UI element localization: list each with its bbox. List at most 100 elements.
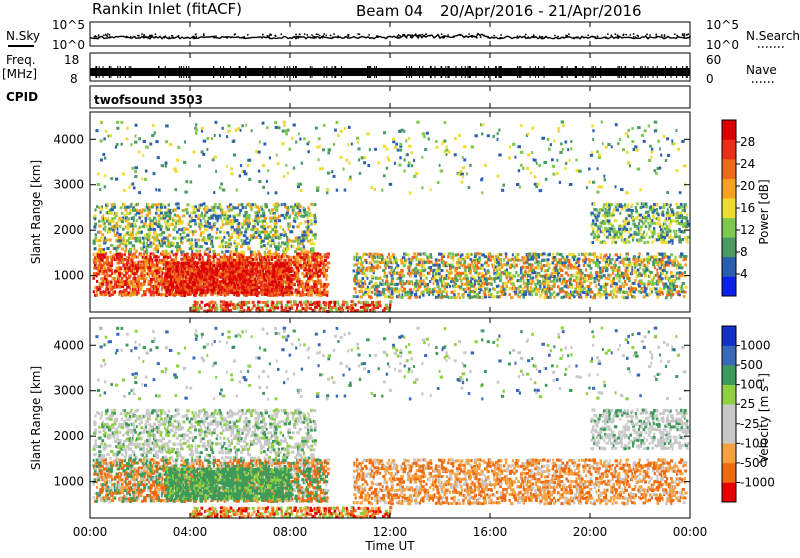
power-cell [268,280,271,283]
power-cell [149,206,152,209]
power-cell [563,280,565,283]
power-cell [96,239,99,242]
power-cell [408,296,411,299]
power-cell [155,212,157,215]
noise-search-point [655,35,657,37]
power-cell [151,258,153,261]
power-cell [609,261,612,264]
power-cell [429,266,432,269]
power-cell [403,274,406,277]
power-cell [259,236,261,239]
power-cell [459,296,461,299]
power-cell [609,259,611,262]
power-cell [266,222,268,225]
power-cell [120,267,122,270]
power-cell [634,296,636,299]
power-cell [560,274,563,277]
power-cell [202,256,204,259]
power-cell [289,223,291,226]
power-cell [522,287,525,290]
power-cell [306,253,309,256]
power-cell [549,253,551,256]
noise-search-point [544,37,546,39]
power-cell [391,266,393,269]
power-cell [583,264,585,267]
power-cell [385,267,387,270]
power-cell [114,290,116,293]
power-cell [468,266,471,269]
power-cell [474,255,477,258]
noise-search-point [472,36,474,38]
power-cell [297,214,299,217]
power-cell [314,203,316,206]
power-cell [260,262,263,265]
power-cell [613,288,616,291]
power-cell [304,220,306,223]
power-cell [182,277,184,280]
power-cell [464,261,466,264]
power-cell [153,217,156,220]
power-cell [311,269,313,272]
power-cell [569,278,572,281]
power-cell [242,251,245,254]
noise-search-point [269,37,271,39]
power-cell [97,270,99,273]
power-cell [562,290,565,293]
power-cell [269,220,272,223]
power-cell [630,263,633,266]
power-cell [98,206,100,209]
power-cell [121,212,123,215]
power-cell [111,272,113,275]
nave-right-tick-top: 60 [706,53,721,67]
power-cell [208,233,211,236]
power-cell [201,291,204,294]
power-cell [530,286,532,289]
power-cell [194,205,197,208]
power-cell [445,277,447,280]
power-cell [417,258,420,261]
power-cell [150,283,152,286]
power-cell [606,263,608,266]
power-cell [619,271,621,274]
power-cell [534,283,537,286]
power-cell [182,231,185,234]
power-cell [524,274,526,277]
power-cell [277,230,279,233]
power-cell [600,285,603,288]
noise-search-point [97,36,99,38]
power-cell [166,275,169,278]
power-cell [290,230,293,233]
power-cell [396,283,399,286]
power-cell [151,203,153,206]
power-cell [143,283,145,286]
power-cell [236,248,238,251]
power-cell [221,256,223,259]
power-cell [110,281,113,284]
power-cell [232,272,235,275]
power-cell [307,283,309,286]
power-cell [606,267,608,270]
power-cell [314,237,316,240]
noise-search-point [241,37,243,39]
power-cell [93,239,96,242]
power-cell [229,250,232,253]
power-cell [361,282,364,285]
power-cell [595,271,598,274]
power-cell [560,269,563,272]
power-cell [552,261,555,264]
power-cell [174,237,177,240]
power-cell [125,209,128,212]
power-cell [172,253,174,256]
power-cell [190,212,193,215]
power-cell [292,245,294,248]
power-cell [612,272,614,275]
power-cell [116,231,118,234]
power-cell [193,219,196,222]
power-cell [208,209,212,212]
power-cell [421,279,424,282]
power-cell [365,261,367,264]
power-cell [436,282,439,285]
power-cell [604,254,607,257]
power-cell [125,293,128,296]
power-cell [242,255,245,258]
